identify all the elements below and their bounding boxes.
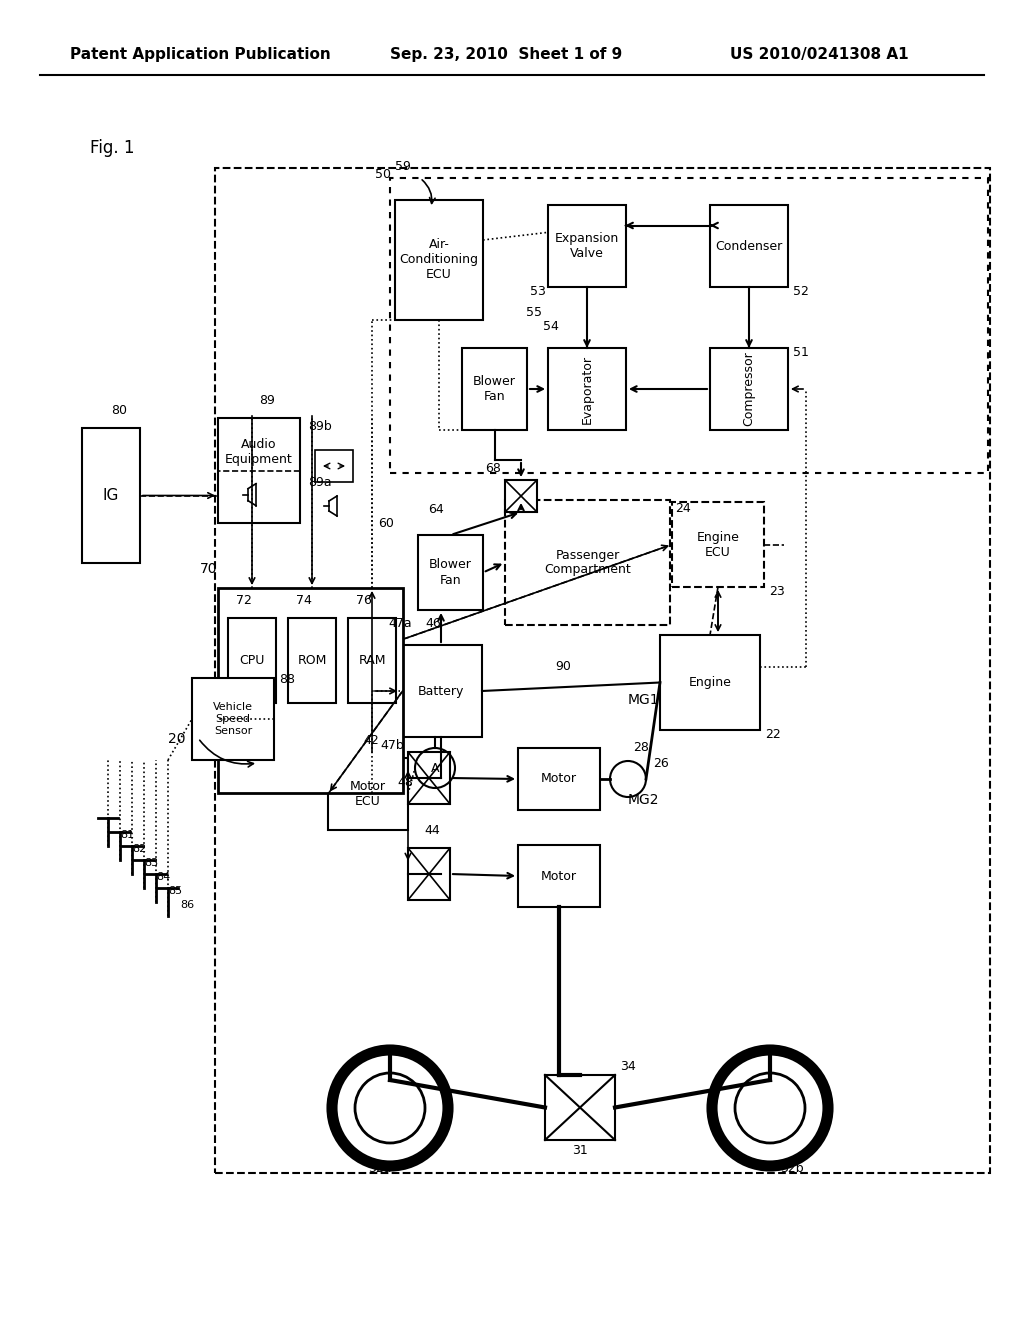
Text: 76: 76 [356, 594, 372, 607]
Text: Blower
Fan: Blower Fan [473, 375, 516, 403]
Text: 24: 24 [675, 502, 691, 515]
Bar [193, 678, 274, 760]
Bar [548, 205, 626, 286]
Bar [348, 618, 396, 704]
Text: 46: 46 [425, 616, 440, 630]
Text: 82: 82 [132, 843, 146, 854]
Text: 83: 83 [144, 858, 158, 869]
Text: Compressor: Compressor [742, 351, 756, 426]
Text: Expansion
Valve: Expansion Valve [555, 232, 620, 260]
Text: 53: 53 [530, 285, 546, 298]
Bar [218, 418, 300, 523]
Text: Patent Application Publication: Patent Application Publication [70, 48, 331, 62]
Bar [505, 480, 537, 512]
Text: 70: 70 [200, 562, 217, 576]
Bar [518, 748, 600, 810]
Text: 31: 31 [572, 1144, 588, 1158]
Text: Motor: Motor [541, 772, 577, 785]
Text: 26: 26 [653, 756, 669, 770]
Text: 52: 52 [793, 285, 809, 298]
Text: 68: 68 [485, 462, 501, 475]
Text: Vehicle
Speed
Sensor: Vehicle Speed Sensor [213, 702, 253, 735]
Bar [390, 178, 988, 473]
Text: 22: 22 [765, 729, 780, 741]
Text: 20: 20 [168, 733, 185, 746]
Bar [548, 348, 626, 430]
Bar [408, 752, 450, 804]
Text: MG2: MG2 [628, 793, 659, 807]
Text: 86: 86 [180, 900, 195, 909]
Text: 60: 60 [378, 517, 394, 531]
Text: 51: 51 [793, 346, 809, 359]
Text: Engine
ECU: Engine ECU [696, 531, 739, 558]
Text: 80: 80 [111, 404, 127, 417]
Bar [710, 205, 788, 286]
Text: 72: 72 [236, 594, 252, 607]
Text: 59: 59 [395, 160, 411, 173]
Bar [315, 450, 353, 482]
Text: 34: 34 [620, 1060, 636, 1073]
Bar [218, 587, 403, 793]
Text: Engine: Engine [688, 676, 731, 689]
Bar [82, 428, 140, 564]
Bar [710, 348, 788, 430]
Bar [672, 502, 764, 587]
Text: 42: 42 [362, 734, 379, 747]
Bar [288, 618, 336, 704]
Bar [660, 635, 760, 730]
Text: 55: 55 [526, 306, 542, 319]
Bar [395, 201, 483, 319]
Text: 23: 23 [769, 585, 784, 598]
Text: 84: 84 [156, 873, 170, 882]
Text: Sep. 23, 2010  Sheet 1 of 9: Sep. 23, 2010 Sheet 1 of 9 [390, 48, 623, 62]
Text: 47b: 47b [380, 739, 403, 752]
Text: 64: 64 [428, 503, 443, 516]
Text: Blower
Fan: Blower Fan [429, 558, 472, 586]
Text: 32a: 32a [368, 1162, 391, 1175]
Text: 88: 88 [279, 673, 295, 686]
Text: Passenger
Compartment: Passenger Compartment [544, 549, 631, 577]
Text: 50: 50 [375, 168, 391, 181]
Text: 85: 85 [168, 886, 182, 896]
Text: 90: 90 [555, 660, 570, 673]
Text: Motor
ECU: Motor ECU [350, 780, 386, 808]
Text: Air-
Conditioning
ECU: Air- Conditioning ECU [399, 239, 478, 281]
Bar [505, 500, 670, 624]
Text: 32b: 32b [780, 1162, 804, 1175]
Text: Condenser: Condenser [716, 239, 782, 252]
Text: Audio
Equipment: Audio Equipment [225, 438, 293, 466]
Bar [328, 758, 408, 830]
Bar [228, 618, 276, 704]
Bar [545, 1074, 615, 1140]
Bar [400, 645, 482, 737]
Text: Evaporator: Evaporator [581, 355, 594, 424]
Text: 54: 54 [543, 319, 559, 333]
Text: 89a: 89a [308, 477, 332, 488]
Bar [418, 535, 483, 610]
Text: 89: 89 [259, 393, 274, 407]
Text: ROM: ROM [297, 653, 327, 667]
Bar [408, 847, 450, 900]
Text: 28: 28 [633, 741, 649, 754]
Text: RAM: RAM [358, 653, 386, 667]
Text: 89b: 89b [308, 420, 332, 433]
Text: 74: 74 [296, 594, 312, 607]
Bar [518, 845, 600, 907]
Text: Battery: Battery [418, 685, 464, 697]
Text: Fig. 1: Fig. 1 [90, 139, 134, 157]
Text: MG1: MG1 [628, 693, 659, 708]
Text: 48: 48 [397, 776, 413, 789]
Bar [462, 348, 527, 430]
Text: US 2010/0241308 A1: US 2010/0241308 A1 [730, 48, 908, 62]
Text: 47a: 47a [388, 616, 412, 630]
Text: IG: IG [102, 488, 119, 503]
Text: A: A [431, 762, 439, 775]
Text: 81: 81 [120, 830, 134, 840]
Text: Motor: Motor [541, 870, 577, 883]
Text: CPU: CPU [240, 653, 264, 667]
Bar [215, 168, 990, 1173]
Text: 44: 44 [424, 824, 439, 837]
